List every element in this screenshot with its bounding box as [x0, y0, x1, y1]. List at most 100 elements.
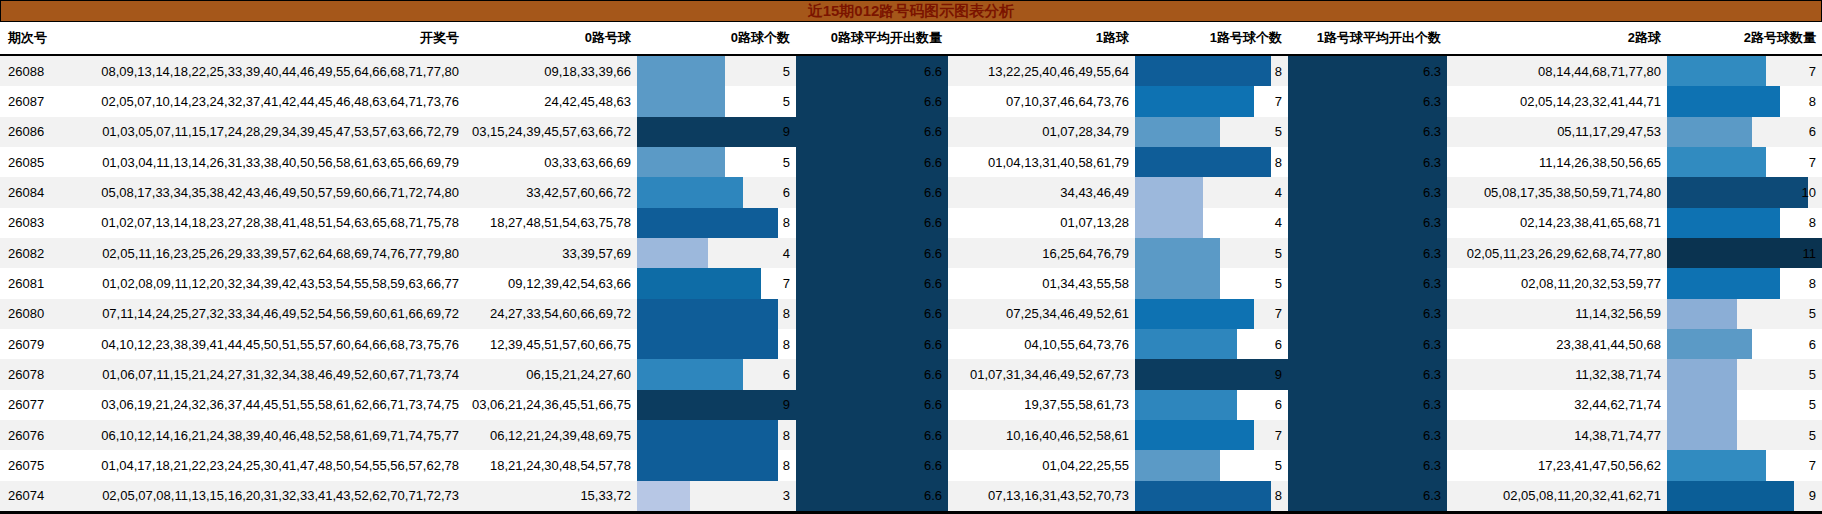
road1-balls-cell: 01,07,13,28: [948, 208, 1135, 238]
road2-balls-cell: 02,14,23,38,41,65,68,71: [1447, 208, 1667, 238]
road0-count-cell: 8: [637, 329, 796, 359]
header-draw-numbers: 开奖号: [60, 29, 465, 47]
road1-avg-cell: 6.3: [1288, 390, 1447, 420]
period-cell: 26084: [0, 177, 60, 207]
road1-bar: [1135, 177, 1203, 207]
draw-numbers-cell: 07,11,14,24,25,27,32,33,34,46,49,52,54,5…: [60, 299, 465, 329]
road2-balls-cell: 11,14,26,38,50,56,65: [1447, 147, 1667, 177]
road1-count-value: 5: [1275, 276, 1288, 291]
header-road1-balls: 1路球: [948, 29, 1135, 47]
road1-count-cell: 4: [1135, 177, 1288, 207]
road2-bar: [1667, 450, 1766, 480]
draw-numbers-cell: 01,03,04,11,13,14,26,31,33,38,40,50,56,5…: [60, 147, 465, 177]
road2-bar: [1667, 117, 1752, 147]
road2-bar: [1667, 177, 1808, 207]
road0-bar: [637, 359, 743, 389]
road0-count-cell: 3: [637, 481, 796, 511]
road0-count-value: 6: [783, 185, 796, 200]
period-cell: 26083: [0, 208, 60, 238]
road1-count-cell: 6: [1135, 329, 1288, 359]
table-row: 2608101,02,08,09,11,12,20,32,34,39,42,43…: [0, 268, 1822, 298]
road2-count-value: 7: [1809, 458, 1822, 473]
road2-count-cell: 8: [1667, 268, 1822, 298]
period-cell: 26079: [0, 329, 60, 359]
draw-numbers-cell: 06,10,12,14,16,21,24,38,39,40,46,48,52,5…: [60, 420, 465, 450]
road0-balls-cell: 03,06,21,24,36,45,51,66,75: [465, 390, 637, 420]
draw-numbers-cell: 01,02,08,09,11,12,20,32,34,39,42,43,53,5…: [60, 268, 465, 298]
road2-count-cell: 8: [1667, 86, 1822, 116]
road1-bar: [1135, 208, 1203, 238]
road1-balls-cell: 07,10,37,46,64,73,76: [948, 86, 1135, 116]
draw-numbers-cell: 01,04,17,18,21,22,23,24,25,30,41,47,48,5…: [60, 450, 465, 480]
road2-count-cell: 9: [1667, 481, 1822, 511]
road1-bar: [1135, 117, 1220, 147]
draw-numbers-cell: 02,05,07,10,14,23,24,32,37,41,42,44,45,4…: [60, 86, 465, 116]
road0-count-cell: 8: [637, 208, 796, 238]
road2-count-cell: 5: [1667, 299, 1822, 329]
road2-balls-cell: 02,08,11,20,32,53,59,77: [1447, 268, 1667, 298]
table-row: 2607703,06,19,21,24,32,36,37,44,45,51,55…: [0, 390, 1822, 420]
road1-bar: [1135, 147, 1271, 177]
road2-bar: [1667, 208, 1780, 238]
road1-balls-cell: 34,43,46,49: [948, 177, 1135, 207]
road0-bar: [637, 177, 743, 207]
road1-count-cell: 5: [1135, 117, 1288, 147]
road2-bar: [1667, 329, 1752, 359]
header-road0-count: 0路球个数: [637, 29, 796, 47]
header-road0-average: 0路球平均开出数量: [796, 29, 948, 47]
road2-balls-cell: 14,38,71,74,77: [1447, 420, 1667, 450]
draw-numbers-cell: 05,08,17,33,34,35,38,42,43,46,49,50,57,5…: [60, 177, 465, 207]
road0-count-value: 8: [783, 215, 796, 230]
road1-balls-cell: 07,13,16,31,43,52,70,73: [948, 481, 1135, 511]
road2-count-value: 6: [1809, 337, 1822, 352]
table-row: 2608601,03,05,07,11,15,17,24,28,29,34,39…: [0, 117, 1822, 147]
road0-balls-cell: 03,15,24,39,45,57,63,66,72: [465, 117, 637, 147]
road1-count-cell: 7: [1135, 299, 1288, 329]
header-road1-average: 1路号球平均开出个数: [1288, 29, 1447, 47]
road1-balls-cell: 04,10,55,64,73,76: [948, 329, 1135, 359]
road1-count-cell: 5: [1135, 238, 1288, 268]
table-row: 2607606,10,12,14,16,21,24,38,39,40,46,48…: [0, 420, 1822, 450]
road0-count-cell: 6: [637, 177, 796, 207]
draw-numbers-cell: 04,10,12,23,38,39,41,44,45,50,51,55,57,6…: [60, 329, 465, 359]
road0-count-value: 5: [783, 155, 796, 170]
period-cell: 26086: [0, 117, 60, 147]
road0-avg-cell: 6.6: [796, 450, 948, 480]
table-row: 2608301,02,07,13,14,18,23,27,28,38,41,48…: [0, 208, 1822, 238]
road1-count-value: 6: [1275, 397, 1288, 412]
road2-balls-cell: 02,05,11,23,26,29,62,68,74,77,80: [1447, 238, 1667, 268]
road2-count-cell: 8: [1667, 208, 1822, 238]
road1-count-cell: 5: [1135, 450, 1288, 480]
road2-balls-cell: 05,11,17,29,47,53: [1447, 117, 1667, 147]
road0-avg-cell: 6.6: [796, 299, 948, 329]
road2-count-value: 6: [1809, 124, 1822, 139]
road2-count-value: 9: [1809, 488, 1822, 503]
header-road2-count: 2路号球数量: [1667, 29, 1822, 47]
header-road1-count: 1路号球个数: [1135, 29, 1288, 47]
road0-count-value: 9: [783, 124, 796, 139]
road0-balls-cell: 06,12,21,24,39,48,69,75: [465, 420, 637, 450]
draw-numbers-cell: 02,05,11,16,23,25,26,29,33,39,57,62,64,6…: [60, 238, 465, 268]
road2-count-value: 8: [1809, 276, 1822, 291]
road0-avg-cell: 6.6: [796, 147, 948, 177]
road0-avg-cell: 6.6: [796, 359, 948, 389]
road0-bar: [637, 117, 796, 147]
road1-count-cell: 8: [1135, 481, 1288, 511]
period-cell: 26082: [0, 238, 60, 268]
road2-balls-cell: 17,23,41,47,50,56,62: [1447, 450, 1667, 480]
road0-count-value: 6: [783, 367, 796, 382]
road1-avg-cell: 6.3: [1288, 359, 1447, 389]
header-road0-balls: 0路号球: [465, 29, 637, 47]
period-cell: 26076: [0, 420, 60, 450]
road1-bar: [1135, 86, 1254, 116]
road2-count-value: 10: [1802, 185, 1822, 200]
road1-count-cell: 6: [1135, 390, 1288, 420]
road0-bar: [637, 208, 778, 238]
road1-bar: [1135, 299, 1254, 329]
road1-count-cell: 7: [1135, 420, 1288, 450]
road0-balls-cell: 24,27,33,54,60,66,69,72: [465, 299, 637, 329]
road1-avg-cell: 6.3: [1288, 86, 1447, 116]
road2-count-value: 5: [1809, 397, 1822, 412]
draw-numbers-cell: 03,06,19,21,24,32,36,37,44,45,51,55,58,6…: [60, 390, 465, 420]
road1-bar: [1135, 56, 1271, 86]
